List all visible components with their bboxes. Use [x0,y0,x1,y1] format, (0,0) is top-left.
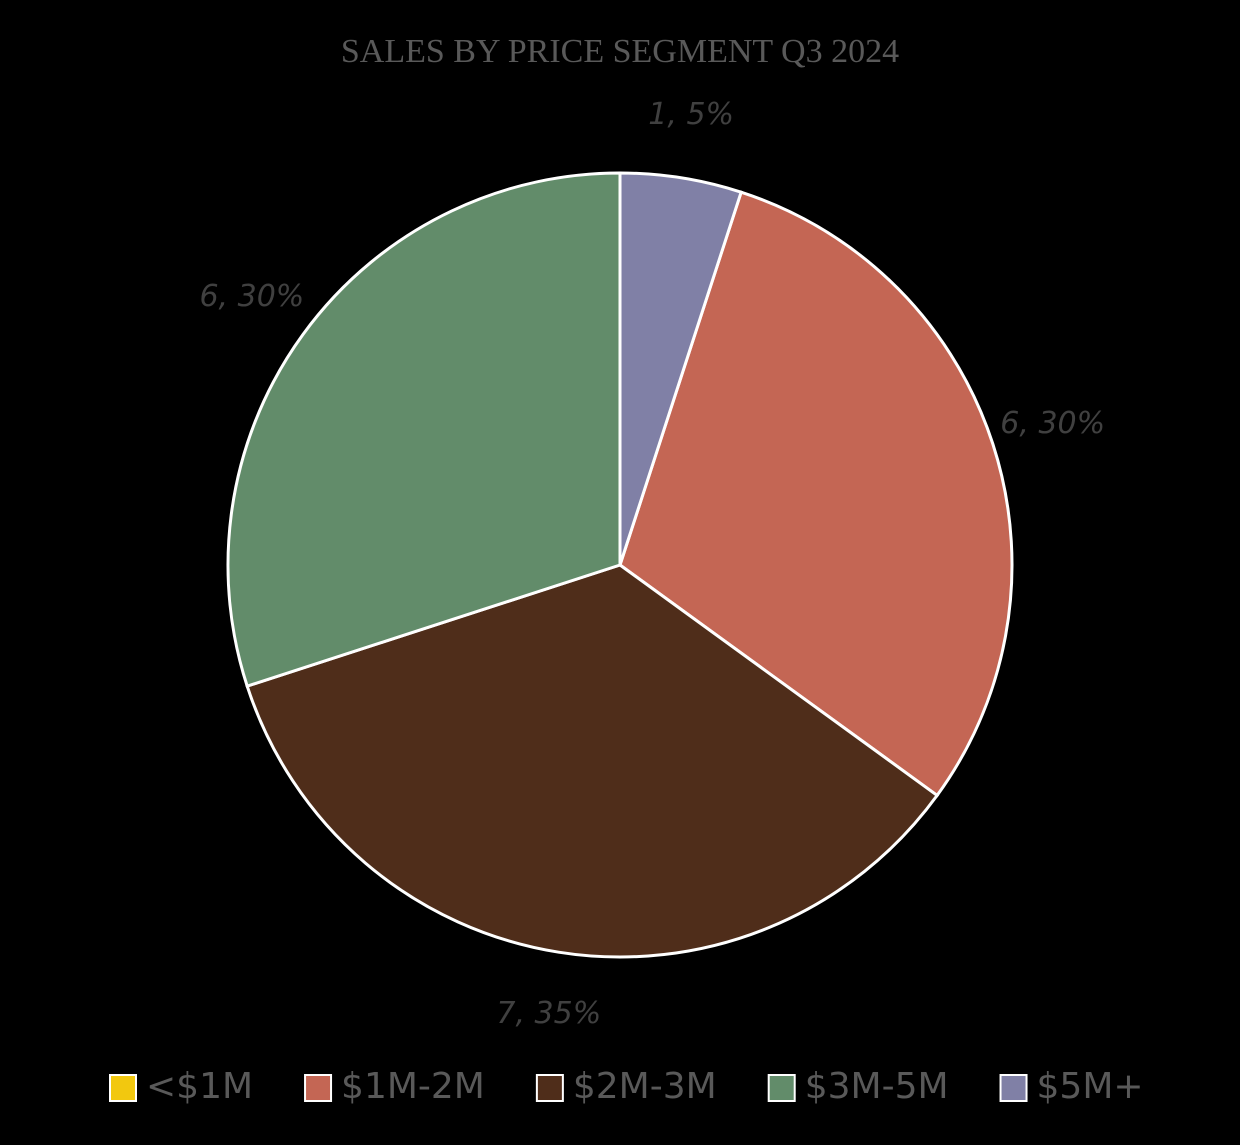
data-labels: 6, 30% 7, 35% 6, 30% 1, 5% [199,97,1105,1031]
legend-swatch [999,1074,1028,1102]
data-label: 7, 35% [496,996,601,1031]
legend-swatch [109,1074,137,1102]
pie [226,171,1014,959]
legend-label: $2M-3M [573,1066,717,1107]
data-label: 6, 30% [199,279,304,314]
data-label: 6, 30% [1000,406,1105,441]
slice [618,190,1014,798]
slice [245,563,940,959]
legend-swatch [767,1074,796,1102]
slice [618,171,744,566]
legend-label: $1M-2M [341,1066,485,1107]
legend-label: $3M-5M [805,1066,949,1107]
legend-label: <$1M [146,1066,253,1107]
legend: <$1M $1M-2M $2M-3M $3M-5M $5M+ [109,1066,1144,1107]
slice [226,171,622,689]
legend-swatch [535,1074,564,1102]
legend-label: $5M+ [1037,1066,1144,1107]
chart-title: SALES BY PRICE SEGMENT Q3 2024 [341,33,899,70]
data-label: 1, 5% [648,97,734,132]
legend-swatch [304,1074,333,1102]
